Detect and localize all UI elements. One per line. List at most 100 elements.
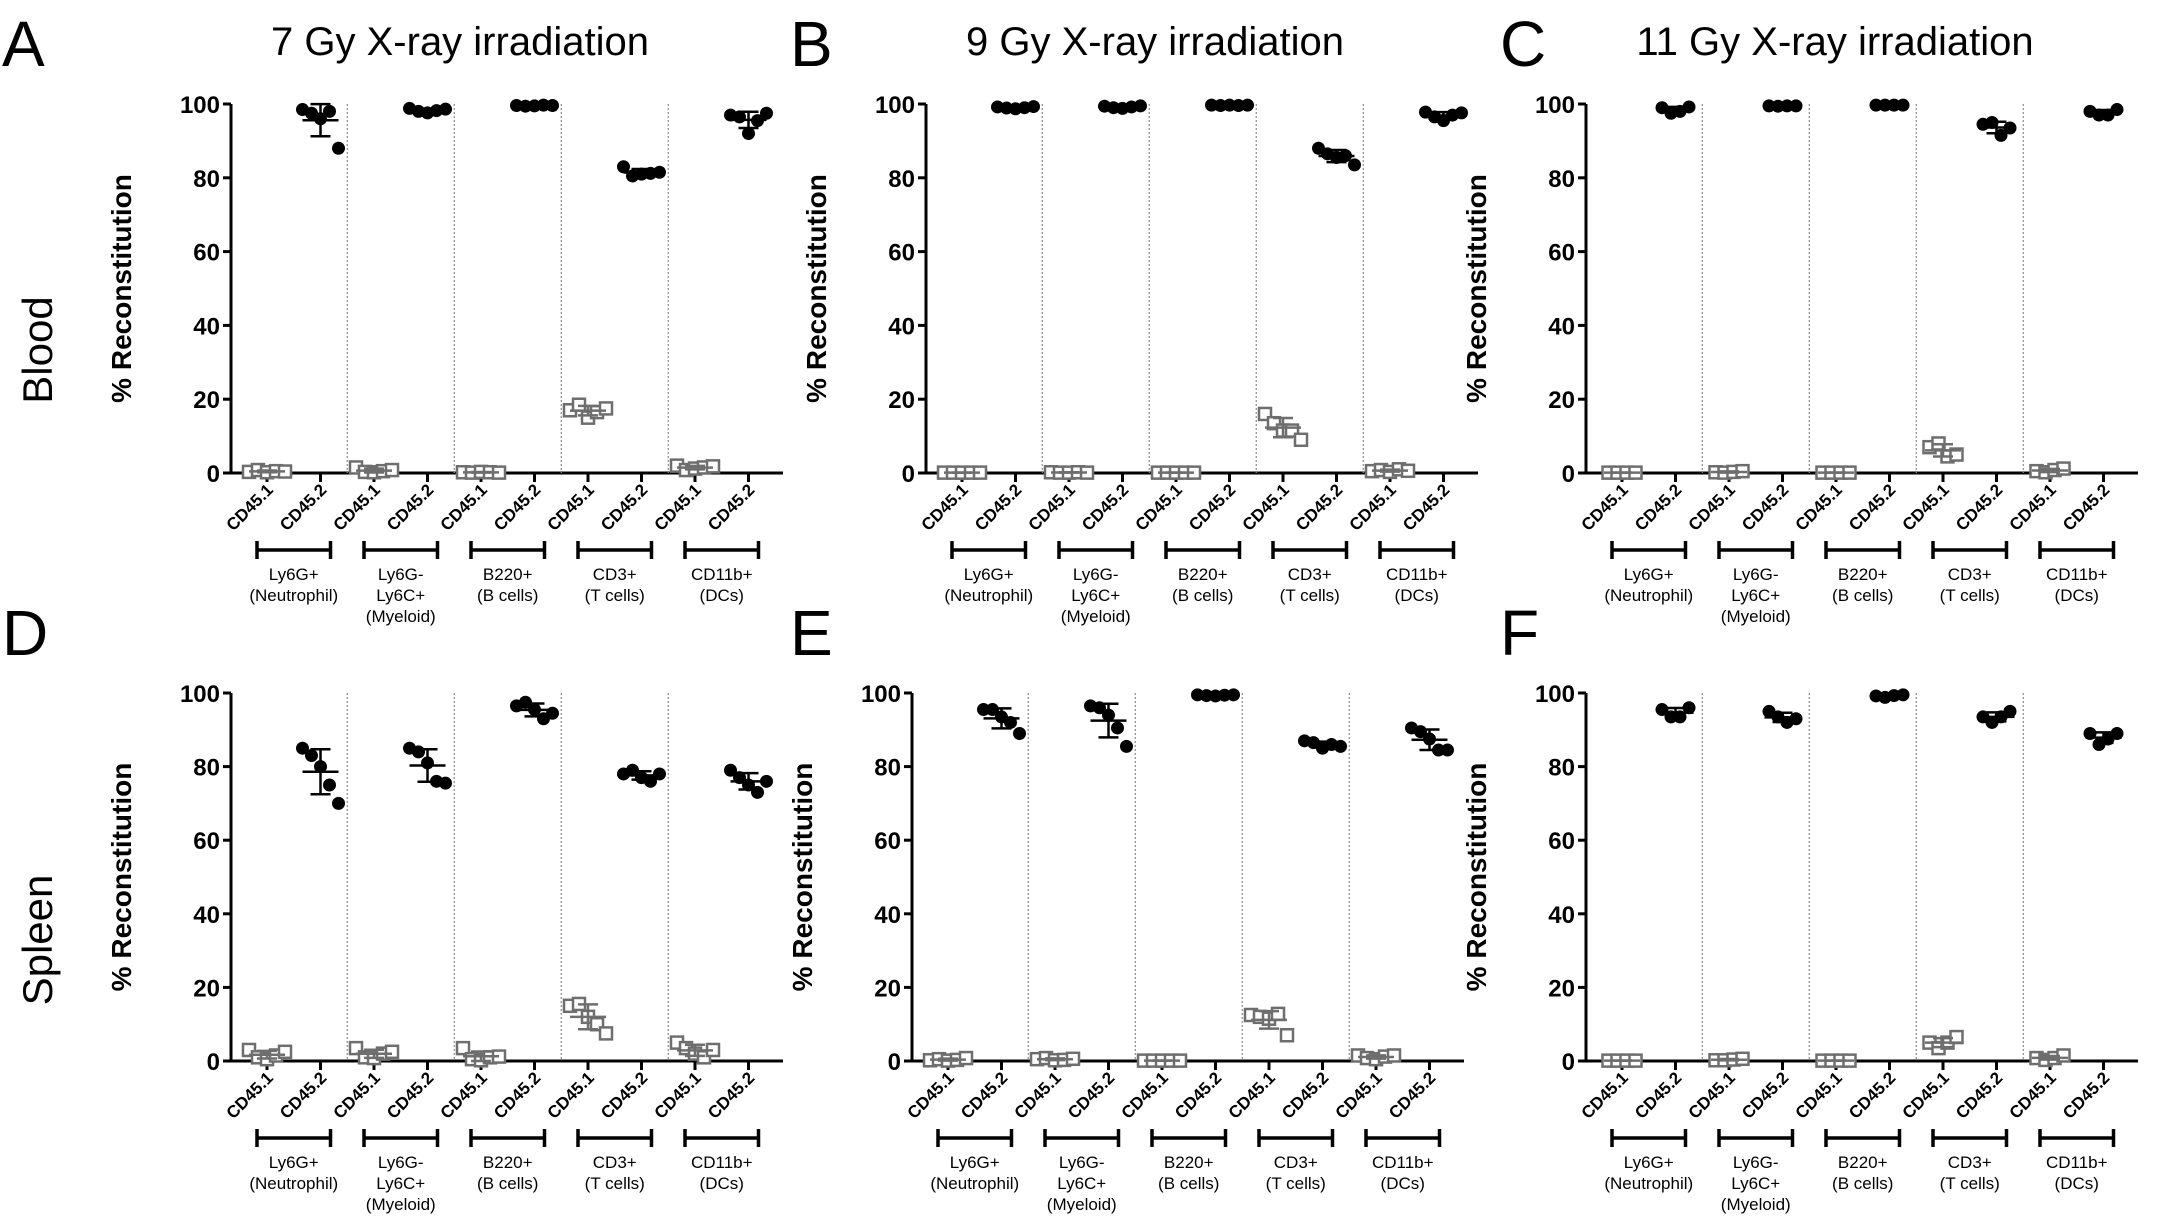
group-label: B220+ [1838,1153,1888,1172]
y-tick-label: 20 [874,975,901,1002]
data-point-cd45-2 [412,745,425,759]
data-point-cd45-2 [1682,701,1696,715]
y-tick-label: 100 [875,92,915,119]
group-label: (Neutrophil) [1604,586,1693,605]
data-point-cd45-2 [305,749,318,763]
group-label: Ly6C+ [1071,586,1120,605]
group-label: CD3+ [1288,565,1332,584]
group-label: Ly6C+ [376,586,425,605]
x-tick-label: CD45.2 [2059,480,2113,534]
y-axis-label: % Reconstitution [787,763,818,992]
group-label: CD11b+ [2046,1153,2108,1172]
data-point-cd45-1 [705,459,721,474]
x-tick-label: CD45.1 [1578,480,1632,534]
x-tick-label: CD45.1 [437,1068,491,1122]
x-tick-label: CD45.2 [276,1068,330,1122]
group-label: Ly6G- [378,565,424,584]
group-label: Ly6G- [378,1153,424,1172]
x-tick-label: CD45.1 [330,480,384,534]
group-label: B220+ [483,565,533,584]
x-tick-label: CD45.1 [1132,480,1186,534]
data-point-cd45-2 [439,776,452,790]
x-tick-label: CD45.2 [276,480,330,534]
y-tick-label: 20 [1548,975,1575,1002]
y-tick-label: 0 [207,1049,220,1076]
group-label: (Myeloid) [1061,607,1131,626]
group-label: Ly6G- [1059,1153,1105,1172]
panel-letter: F [1500,597,1539,669]
group-label: Ly6G+ [964,565,1014,584]
y-axis-label: % Reconstitution [106,174,137,403]
y-tick-label: 100 [1535,681,1575,708]
x-tick-label: CD45.2 [1738,1068,1792,1122]
panel-title: 7 Gy X-ray irradiation [271,20,649,64]
data-point-cd45-2 [323,104,336,118]
group-label: Ly6G- [1733,565,1779,584]
group-label: (Neutrophil) [249,586,338,605]
x-tick-label: CD45.1 [2006,480,2060,534]
data-point-cd45-2 [760,106,773,120]
y-tick-label: 40 [193,902,220,929]
group-label: Ly6G+ [269,1153,319,1172]
x-tick-label: CD45.1 [918,480,972,534]
group-label: CD3+ [1948,565,1992,584]
x-tick-label: CD45.1 [1899,1068,1953,1122]
panel-letter: B [790,8,833,80]
data-point-cd45-1 [1386,1048,1402,1063]
x-tick-label: CD45.1 [544,1068,598,1122]
panel-letter: A [2,8,45,80]
group-label: Ly6G- [1073,565,1119,584]
y-tick-label: 0 [902,461,915,488]
data-point-cd45-2 [332,796,345,810]
data-point-cd45-1 [598,1026,614,1041]
group-label: (B cells) [1832,1174,1893,1193]
x-tick-label: CD45.2 [490,480,544,534]
y-tick-label: 80 [1548,166,1575,193]
group-label: CD3+ [593,565,637,584]
y-tick-label: 80 [193,166,220,193]
group-label: CD11b+ [1372,1153,1434,1172]
data-point-cd45-1 [1293,432,1309,448]
x-tick-label: CD45.2 [597,480,651,534]
x-tick-label: CD45.2 [383,480,437,534]
group-label: (Myeloid) [1721,607,1791,626]
x-tick-label: CD45.1 [1792,480,1846,534]
group-label: (DCs) [1381,1174,1425,1193]
data-point-cd45-1 [384,1044,400,1060]
x-tick-label: CD45.1 [1225,1068,1279,1122]
group-label: (Myeloid) [1047,1195,1117,1214]
group-label: Ly6C+ [376,1174,425,1193]
x-tick-label: CD45.1 [1792,1068,1846,1122]
data-point-cd45-2 [439,102,452,116]
x-tick-label: CD45.1 [1332,1068,1386,1122]
y-tick-label: 0 [888,1049,901,1076]
x-tick-label: CD45.1 [651,1068,705,1122]
data-point-cd45-1 [1270,1006,1286,1022]
group-label: (Myeloid) [366,1195,436,1214]
x-tick-label: CD45.2 [1952,480,2006,534]
x-tick-label: CD45.2 [1278,1068,1332,1122]
y-tick-label: 0 [207,461,220,488]
y-tick-label: 60 [1548,828,1575,855]
x-tick-label: CD45.2 [1171,1068,1225,1122]
data-point-cd45-1 [598,401,614,416]
group-label: CD3+ [593,1153,637,1172]
y-tick-label: 80 [193,755,220,782]
group-label: (DCs) [2055,1174,2099,1193]
data-point-cd45-1 [958,1050,974,1066]
group-label: (T cells) [1280,586,1340,605]
y-tick-label: 80 [888,166,915,193]
x-tick-label: CD45.1 [437,480,491,534]
group-label: Ly6C+ [1731,586,1780,605]
x-tick-label: CD45.1 [1346,480,1400,534]
y-tick-label: 100 [1535,92,1575,119]
x-tick-label: CD45.2 [1292,480,1346,534]
x-tick-label: CD45.2 [1845,1068,1899,1122]
x-tick-label: CD45.2 [704,1068,758,1122]
x-tick-label: CD45.1 [1685,480,1739,534]
data-point-cd45-2 [1455,106,1468,120]
group-label: CD11b+ [2046,565,2108,584]
group-label: CD3+ [1948,1153,1992,1172]
